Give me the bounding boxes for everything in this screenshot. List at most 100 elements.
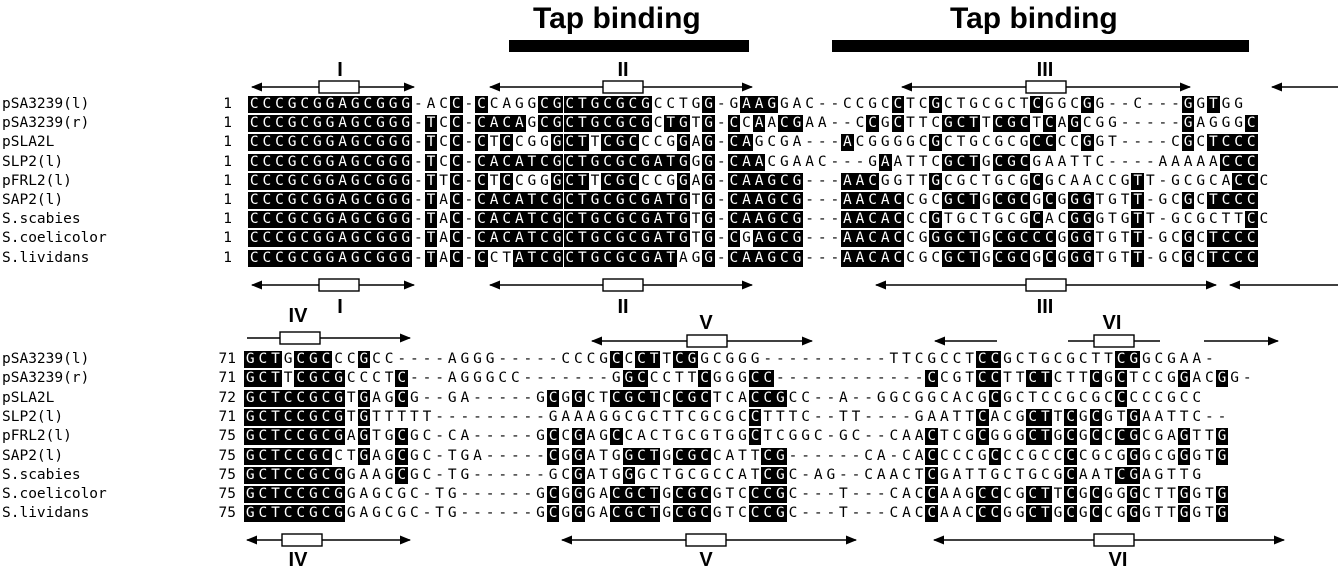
residue: A bbox=[372, 389, 381, 406]
residue: G bbox=[1221, 96, 1231, 112]
residue: G bbox=[1005, 115, 1018, 133]
residue: A bbox=[487, 153, 501, 171]
residue: G bbox=[1167, 389, 1176, 406]
residue: G bbox=[1196, 172, 1206, 189]
residue: C bbox=[372, 351, 381, 367]
residue: C bbox=[778, 230, 791, 248]
residue: G bbox=[1095, 134, 1105, 151]
residue: G bbox=[527, 96, 537, 112]
residue: T bbox=[902, 351, 911, 367]
residue: - bbox=[523, 370, 533, 387]
residue: - bbox=[876, 351, 886, 367]
residue: C bbox=[561, 428, 571, 445]
residue: G bbox=[639, 192, 652, 209]
residue: T bbox=[906, 172, 915, 189]
residue: C bbox=[281, 486, 295, 504]
residue: T bbox=[1131, 192, 1144, 209]
residue: C bbox=[361, 115, 375, 133]
residue: C bbox=[975, 370, 989, 388]
residue: C bbox=[940, 389, 949, 406]
residue: G bbox=[685, 486, 699, 504]
residue: - bbox=[523, 351, 533, 367]
residue: - bbox=[889, 447, 899, 464]
residue: G bbox=[613, 192, 627, 209]
residue: C bbox=[1129, 389, 1139, 406]
residue: C bbox=[563, 172, 577, 190]
residue: C bbox=[965, 447, 974, 464]
residue: - bbox=[413, 192, 423, 208]
residue: C bbox=[361, 249, 375, 267]
residue: G bbox=[1141, 505, 1151, 522]
residue: G bbox=[940, 466, 949, 483]
residue: T bbox=[1039, 408, 1052, 426]
alignment-row: pFRL2(l) 75 G C T C C G C G A G T G C G C - C A - - - - - G C C G A G C… bbox=[0, 428, 1343, 446]
residue: A bbox=[586, 466, 596, 483]
residue: - bbox=[914, 370, 924, 387]
residue: C bbox=[546, 505, 560, 523]
residue: G bbox=[399, 192, 413, 209]
residue: C bbox=[1007, 211, 1016, 228]
residue: G bbox=[409, 466, 419, 483]
residue: C bbox=[1026, 486, 1040, 504]
residue: G bbox=[1177, 370, 1191, 388]
residue: T bbox=[839, 486, 848, 503]
residue: C bbox=[761, 505, 774, 523]
residue: C bbox=[1089, 408, 1103, 426]
residue: G bbox=[285, 134, 299, 152]
residue: C bbox=[384, 351, 394, 367]
residue: G bbox=[712, 370, 722, 387]
residue: G bbox=[880, 134, 890, 151]
residue: C bbox=[1095, 153, 1105, 170]
residue: A bbox=[740, 96, 753, 113]
residue: C bbox=[1196, 134, 1206, 151]
residue: C bbox=[698, 505, 711, 523]
residue: - bbox=[1158, 96, 1168, 112]
residue: G bbox=[332, 505, 345, 523]
residue: G bbox=[929, 134, 943, 152]
alignment-row: pSLA2L 1 C C C G C G G A G C G G G - T C C - C T C C G G G C T T C G C C C… bbox=[0, 134, 1343, 152]
residue: G bbox=[765, 96, 778, 113]
residue: - bbox=[1217, 408, 1227, 425]
residue: G bbox=[790, 230, 804, 248]
residue: T bbox=[662, 466, 672, 483]
residue: T bbox=[397, 408, 407, 425]
residue: C bbox=[626, 172, 640, 190]
residue: C bbox=[1133, 96, 1143, 112]
alignment-row: S.scabies 1 C C C G C G G A G C G G G - T A C - C A C A T C G C T G C G… bbox=[0, 211, 1343, 229]
residue: C bbox=[1043, 249, 1056, 267]
residue: C bbox=[1244, 230, 1258, 248]
residue: C bbox=[1026, 408, 1040, 426]
residue: G bbox=[765, 192, 778, 209]
residue: - bbox=[1242, 370, 1252, 387]
residue: G bbox=[1015, 428, 1025, 445]
residue: C bbox=[514, 134, 524, 151]
residue: C bbox=[653, 96, 663, 112]
residue: G bbox=[307, 428, 320, 446]
residue: T bbox=[889, 351, 899, 367]
residue: G bbox=[1209, 115, 1218, 132]
residue: C bbox=[1030, 211, 1044, 229]
residue: T bbox=[1095, 192, 1105, 208]
residue: C bbox=[635, 447, 648, 465]
residue: C bbox=[609, 428, 623, 446]
residue: C bbox=[940, 447, 949, 464]
residue: G bbox=[790, 172, 804, 190]
residue: A bbox=[586, 447, 596, 464]
residue: C bbox=[889, 486, 899, 503]
residue: A bbox=[447, 351, 457, 367]
residue: G bbox=[244, 447, 257, 465]
residue: G bbox=[1192, 505, 1202, 522]
residue: C bbox=[563, 230, 577, 248]
residue: G bbox=[323, 230, 337, 248]
residue: - bbox=[788, 351, 798, 367]
residue: - bbox=[801, 370, 810, 387]
residue: C bbox=[256, 389, 270, 407]
residue: G bbox=[637, 466, 646, 483]
residue: G bbox=[977, 389, 987, 406]
residue: C bbox=[975, 505, 989, 523]
residue: G bbox=[1003, 505, 1012, 522]
residue: G bbox=[889, 389, 899, 406]
residue: C bbox=[944, 134, 953, 151]
residue: C bbox=[1209, 172, 1218, 189]
residue: G bbox=[1066, 389, 1075, 406]
